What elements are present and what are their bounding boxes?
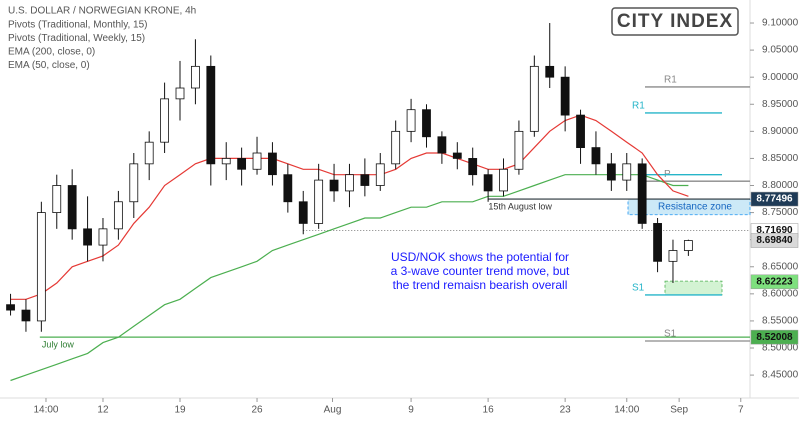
candle-body bbox=[314, 179, 324, 224]
y-tick-label: 8.50000 bbox=[762, 343, 799, 354]
x-tick-label: 9 bbox=[408, 405, 414, 416]
candle-body bbox=[21, 309, 31, 322]
candle-body bbox=[422, 109, 431, 138]
candle-body bbox=[622, 163, 632, 181]
candle-body bbox=[560, 76, 570, 116]
candle-body bbox=[653, 223, 662, 262]
legend-entry: Pivots (Traditional, Monthly, 15) bbox=[8, 20, 148, 31]
candle-body bbox=[591, 147, 601, 165]
x-tick-label: Aug bbox=[324, 405, 342, 416]
candle-body bbox=[345, 174, 354, 192]
y-tick-label: 9.10000 bbox=[762, 18, 799, 29]
price-tag-label: 8.52008 bbox=[756, 332, 793, 343]
y-tick-label: 8.95000 bbox=[762, 99, 799, 110]
legend-entry: EMA (200, close, 0) bbox=[8, 47, 95, 58]
candle-body bbox=[437, 136, 447, 154]
price-tag-label: 8.62223 bbox=[756, 276, 793, 287]
legend-entry: EMA (50, close, 0) bbox=[8, 60, 90, 71]
candle-body bbox=[67, 185, 77, 230]
candle-body bbox=[529, 65, 539, 132]
annotation: USD/NOK shows the potential for bbox=[391, 250, 569, 264]
y-tick-label: 8.90000 bbox=[762, 126, 799, 137]
candle-body bbox=[191, 65, 200, 89]
candle-body bbox=[283, 174, 293, 203]
y-tick-label: 8.45000 bbox=[762, 370, 799, 381]
zone-label: Resistance zone bbox=[658, 202, 732, 213]
x-tick-label: 7 bbox=[738, 405, 744, 416]
candle-body bbox=[83, 228, 92, 246]
price-tag bbox=[750, 274, 799, 290]
price-tag bbox=[750, 329, 799, 345]
y-tick-label: 8.55000 bbox=[762, 316, 799, 327]
annotation: the trend remaisn bearish overall bbox=[393, 278, 568, 292]
candle-body bbox=[160, 98, 169, 143]
x-tick-label: 19 bbox=[174, 405, 186, 416]
pivot-label: R1 bbox=[664, 75, 677, 86]
price-tag-label: 8.69840 bbox=[756, 235, 793, 246]
candle-body bbox=[468, 158, 478, 176]
candle-body bbox=[268, 152, 277, 176]
candle-body bbox=[129, 163, 139, 203]
y-tick-label: 8.60000 bbox=[762, 288, 799, 299]
candle-body bbox=[499, 168, 508, 192]
y-tick-label: 9.00000 bbox=[762, 72, 799, 83]
candle-body bbox=[175, 87, 185, 100]
ema-line bbox=[10, 114, 689, 300]
price-tag-label: 8.71690 bbox=[756, 225, 793, 236]
candle-body bbox=[206, 65, 216, 165]
logo-box bbox=[611, 7, 739, 36]
level-label: July low bbox=[42, 340, 75, 350]
candle-body bbox=[36, 212, 46, 322]
candle-body bbox=[221, 158, 231, 165]
x-tick-label: 12 bbox=[97, 405, 109, 416]
candle-body bbox=[576, 114, 585, 148]
y-tick-label: 8.85000 bbox=[762, 153, 799, 164]
candle-body bbox=[406, 109, 416, 132]
ema-line bbox=[10, 174, 689, 382]
candle-body bbox=[237, 158, 247, 170]
candle-body bbox=[360, 174, 370, 186]
x-tick-label: 14:00 bbox=[614, 405, 639, 416]
candle-body bbox=[375, 163, 385, 186]
candle-body bbox=[6, 304, 15, 311]
pivot-label: S1 bbox=[632, 283, 645, 294]
legend-entry: Pivots (Traditional, Weekly, 15) bbox=[8, 33, 145, 44]
pivot-label: R1 bbox=[632, 101, 645, 112]
legend-title: U.S. DOLLAR / NORWEGIAN KRONE, 4h bbox=[8, 6, 196, 17]
x-tick-label: Sep bbox=[670, 405, 688, 416]
candle-body bbox=[606, 163, 616, 181]
y-tick-label: 9.05000 bbox=[762, 45, 799, 56]
x-tick-label: 16 bbox=[483, 405, 495, 416]
candle-body bbox=[144, 141, 154, 165]
candle-body bbox=[252, 152, 262, 170]
candle-body bbox=[637, 163, 647, 224]
candle-body bbox=[668, 250, 678, 262]
candle-body bbox=[683, 240, 693, 251]
x-tick-label: 14:00 bbox=[33, 405, 58, 416]
candle-body bbox=[483, 174, 493, 192]
candle-body bbox=[52, 185, 62, 213]
y-tick-label: 8.65000 bbox=[762, 261, 799, 272]
candle-body bbox=[329, 179, 339, 192]
y-tick-label: 8.80000 bbox=[762, 180, 799, 191]
candle-body bbox=[514, 130, 524, 170]
candle-body bbox=[113, 201, 123, 230]
price-tag bbox=[750, 233, 799, 248]
price-tag bbox=[750, 191, 799, 207]
pivot-label: S1 bbox=[664, 329, 677, 340]
x-tick-label: 23 bbox=[560, 405, 572, 416]
level-label: 15th August low bbox=[488, 201, 552, 211]
candle-body bbox=[452, 152, 462, 159]
price-tag-label: 8.77496 bbox=[756, 194, 793, 205]
candle-body bbox=[98, 228, 108, 246]
zone bbox=[664, 280, 723, 296]
candle-body bbox=[545, 65, 555, 78]
x-tick-label: 26 bbox=[251, 405, 263, 416]
candle-body bbox=[298, 201, 308, 224]
logo: CITY INDEX bbox=[617, 11, 733, 32]
annotation: a 3-wave counter trend move, but bbox=[391, 264, 570, 278]
candle-body bbox=[391, 130, 401, 165]
y-tick-label: 8.75000 bbox=[762, 207, 799, 218]
